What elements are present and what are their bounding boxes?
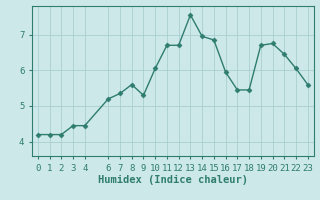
X-axis label: Humidex (Indice chaleur): Humidex (Indice chaleur) — [98, 175, 248, 185]
